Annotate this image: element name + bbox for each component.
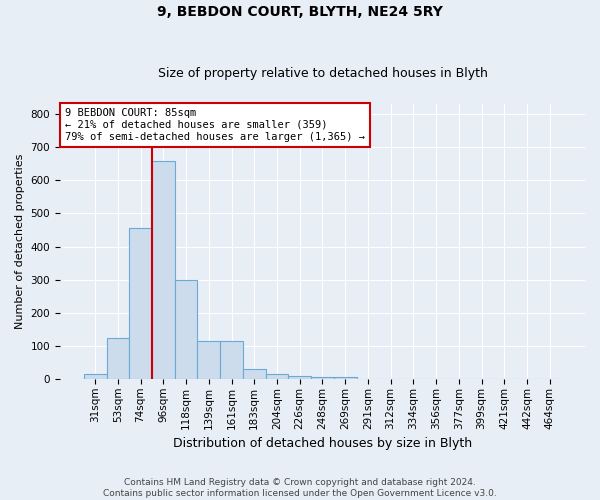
Bar <box>129 228 152 379</box>
Bar <box>107 338 129 379</box>
Bar <box>334 377 356 379</box>
Title: Size of property relative to detached houses in Blyth: Size of property relative to detached ho… <box>158 66 487 80</box>
Text: Contains HM Land Registry data © Crown copyright and database right 2024.
Contai: Contains HM Land Registry data © Crown c… <box>103 478 497 498</box>
Text: 9 BEBDON COURT: 85sqm
← 21% of detached houses are smaller (359)
79% of semi-det: 9 BEBDON COURT: 85sqm ← 21% of detached … <box>65 108 365 142</box>
Bar <box>175 280 197 379</box>
Y-axis label: Number of detached properties: Number of detached properties <box>15 154 25 330</box>
Text: 9, BEBDON COURT, BLYTH, NE24 5RY: 9, BEBDON COURT, BLYTH, NE24 5RY <box>157 5 443 19</box>
Bar <box>311 377 334 379</box>
Bar <box>152 160 175 379</box>
Bar <box>220 341 243 379</box>
X-axis label: Distribution of detached houses by size in Blyth: Distribution of detached houses by size … <box>173 437 472 450</box>
Bar <box>243 369 266 379</box>
Bar <box>289 376 311 379</box>
Bar <box>197 341 220 379</box>
Bar <box>84 374 107 379</box>
Bar <box>266 374 289 379</box>
